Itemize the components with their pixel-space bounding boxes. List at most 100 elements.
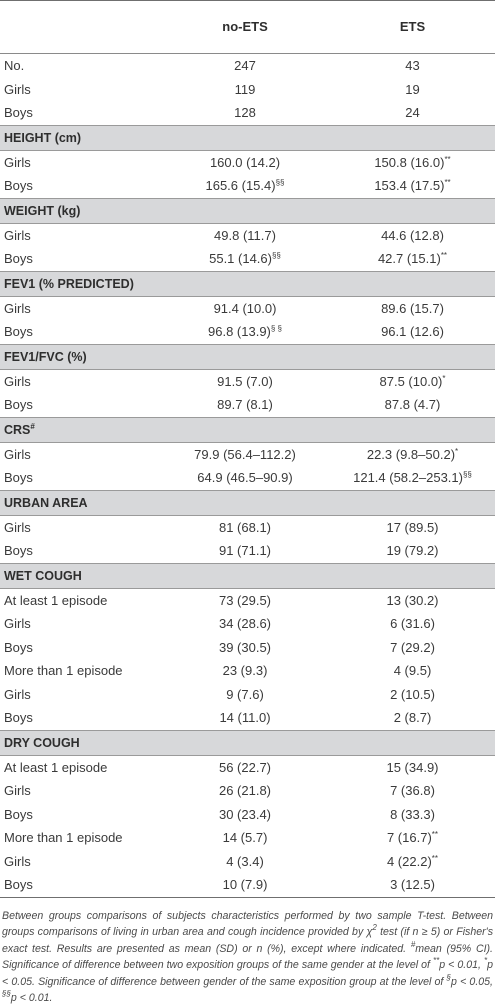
- row-label: Boys: [4, 470, 33, 485]
- section-header-row: HEIGHT (cm): [0, 125, 495, 150]
- section-title-text: FEV1/FVC (%): [4, 349, 87, 364]
- cell-ets: 2 (8.7): [330, 706, 495, 730]
- cell-value: 2 (8.7): [393, 710, 432, 725]
- cell-no-ets: 81 (68.1): [160, 515, 330, 539]
- section-title-text: WEIGHT (kg): [4, 203, 81, 218]
- row-label: Girls: [4, 300, 31, 316]
- section-title-text: FEV1 (% PREDICTED): [4, 276, 134, 291]
- cell-ets: 89.6 (15.7): [330, 296, 495, 320]
- footnote-text: p < 0.05,: [451, 975, 493, 988]
- table-row: Boys 128 24: [0, 101, 495, 125]
- section-title: HEIGHT (cm): [0, 125, 495, 150]
- cell-no-ets: 4 (3.4): [160, 850, 330, 874]
- cell-ets: 44.6 (12.8): [330, 223, 495, 247]
- row-label: Boys: [4, 397, 33, 412]
- section-title: DRY COUGH: [0, 730, 495, 755]
- section-title-sup: #: [30, 421, 35, 431]
- cell-value: 30 (23.4): [218, 806, 272, 822]
- table-row: At least 1 episode 73 (29.5) 13 (30.2): [0, 588, 495, 612]
- cell-value: 160.0 (14.2): [209, 154, 281, 170]
- cell-value: 89.7 (8.1): [217, 397, 273, 412]
- cell-ets: 87.5 (10.0)*: [330, 369, 495, 393]
- section-title: FEV1/FVC (%): [0, 344, 495, 369]
- row-label: Girls: [4, 446, 31, 462]
- cell-no-ets: 10 (7.9): [160, 873, 330, 897]
- row-label: Boys: [4, 877, 33, 892]
- cell-ets: 2 (10.5): [330, 683, 495, 707]
- cell-no-ets: 30 (23.4): [160, 803, 330, 827]
- table-header-row: no-ETS ETS: [0, 0, 495, 54]
- cell-no-ets: 128: [160, 101, 330, 125]
- cell-value: 64.9 (46.5–90.9): [197, 470, 293, 485]
- cell-value: 24: [405, 105, 420, 120]
- table-row: Girls 49.8 (11.7) 44.6 (12.8): [0, 223, 495, 247]
- section-title-text: HEIGHT (cm): [4, 130, 82, 145]
- cell-value: 150.8 (16.0): [374, 154, 445, 170]
- row-label: More than 1 episode: [4, 663, 123, 678]
- table-row: Boys 55.1 (14.6)§§ 42.7 (15.1)**: [0, 247, 495, 271]
- cell-value: 10 (7.9): [222, 877, 268, 892]
- table-row: Boys 14 (11.0) 2 (8.7): [0, 706, 495, 730]
- cell-no-ets: 91 (71.1): [160, 539, 330, 563]
- cell-value: 17 (89.5): [386, 519, 439, 535]
- cell-value: 49.8 (11.7): [214, 227, 276, 243]
- row-label: Boys: [4, 105, 33, 120]
- cell-value: 14 (5.7): [222, 830, 268, 845]
- cell-no-ets: 91.5 (7.0): [160, 369, 330, 393]
- section-header-row: WET COUGH: [0, 563, 495, 588]
- cell-no-ets: 247: [160, 54, 330, 78]
- cell-value: 8 (33.3): [390, 806, 435, 822]
- cell-value: 4 (9.5): [393, 663, 432, 678]
- table-footnote: Between groups comparisons of subjects c…: [0, 898, 495, 1007]
- row-label: Boys: [4, 639, 33, 655]
- section-title-text: URBAN AREA: [4, 495, 88, 510]
- cell-no-ets: 14 (5.7): [160, 826, 330, 850]
- cell-value: 13 (30.2): [386, 592, 439, 608]
- cell-no-ets: 23 (9.3): [160, 659, 330, 683]
- cell-ets: 7 (16.7)**: [330, 826, 495, 850]
- section-header-row: FEV1/FVC (%): [0, 344, 495, 369]
- cell-value: 96.8 (13.9): [208, 324, 271, 339]
- row-label: At least 1 episode: [4, 759, 108, 775]
- row-label: Boys: [4, 324, 33, 339]
- cell-value: 7 (36.8): [390, 783, 435, 798]
- footnote-sup: §: [446, 972, 451, 982]
- cell-significance-mark: **: [444, 178, 451, 187]
- cell-no-ets: 14 (11.0): [160, 706, 330, 730]
- cell-significance-mark: §§: [462, 470, 472, 479]
- cell-no-ets: 160.0 (14.2): [160, 150, 330, 174]
- cell-ets: 19: [330, 78, 495, 102]
- section-title: WET COUGH: [0, 563, 495, 588]
- cell-ets: 43: [330, 54, 495, 78]
- cell-ets: 4 (22.2)**: [330, 850, 495, 874]
- section-title: WEIGHT (kg): [0, 198, 495, 223]
- cell-value: 4 (3.4): [226, 853, 264, 869]
- table-row: Boys 64.9 (46.5–90.9) 121.4 (58.2–253.1)§§: [0, 466, 495, 490]
- table-row: Girls 91.5 (7.0) 87.5 (10.0)*: [0, 369, 495, 393]
- cell-no-ets: 56 (22.7): [160, 755, 330, 779]
- cell-value: 7 (16.7): [386, 830, 432, 845]
- footnote-sup: **: [433, 956, 440, 965]
- table-row: Girls 34 (28.6) 6 (31.6): [0, 612, 495, 636]
- cell-ets: 24: [330, 101, 495, 125]
- row-label: Girls: [4, 686, 31, 702]
- cell-significance-mark: **: [431, 830, 439, 839]
- row-label: Boys: [4, 543, 33, 558]
- table-row: More than 1 episode 14 (5.7) 7 (16.7)**: [0, 826, 495, 850]
- table-row: Girls 119 19: [0, 78, 495, 102]
- cell-value: 79.9 (56.4–112.2): [194, 446, 296, 462]
- cell-value: 43: [405, 58, 420, 73]
- cell-no-ets: 73 (29.5): [160, 588, 330, 612]
- cell-value: 3 (12.5): [390, 877, 435, 892]
- cell-value: 165.6 (15.4): [205, 178, 276, 193]
- cell-no-ets: 49.8 (11.7): [160, 223, 330, 247]
- section-header-row: CRS#: [0, 417, 495, 442]
- cell-ets: 8 (33.3): [330, 803, 495, 827]
- row-label: Boys: [4, 806, 33, 822]
- cell-value: 73 (29.5): [218, 592, 272, 608]
- cell-value: 14 (11.0): [219, 710, 271, 725]
- cell-ets: 6 (31.6): [330, 612, 495, 636]
- cell-value: 19: [405, 81, 420, 97]
- cell-value: 42.7 (15.1): [377, 251, 441, 266]
